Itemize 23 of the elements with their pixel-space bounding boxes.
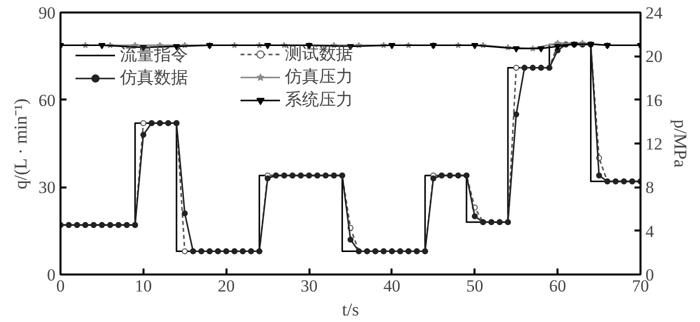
x-tick-label: 10 bbox=[134, 276, 152, 296]
y-tick-label: 60 bbox=[38, 90, 56, 110]
y-axis-title: q/(L · min⁻¹) bbox=[10, 98, 30, 190]
legend-label: 仿真数据 bbox=[120, 67, 188, 89]
y2-tick-label: 24 bbox=[646, 4, 663, 22]
x-tick-label: 50 bbox=[466, 276, 484, 296]
y2-axis-title: p/MPa bbox=[670, 119, 690, 168]
legend-label: 流量指令 bbox=[120, 44, 188, 66]
y2-tick-label: 20 bbox=[646, 47, 662, 66]
x-axis-title: t/s bbox=[342, 300, 360, 320]
x-tick-label: 20 bbox=[218, 276, 235, 296]
x-tick-label: 30 bbox=[300, 276, 318, 296]
y2-tick-label: 12 bbox=[646, 134, 662, 154]
legend-label: 测试数据 bbox=[285, 43, 353, 65]
x-tick-label: 60 bbox=[549, 276, 566, 296]
legend-label: 系统压力 bbox=[285, 89, 353, 111]
y-tick-label: 30 bbox=[38, 178, 56, 198]
y2-tick-label: 16 bbox=[646, 90, 662, 110]
x-tick-label: 40 bbox=[383, 276, 400, 296]
y2-tick-label: 8 bbox=[646, 178, 654, 198]
legend-label: 仿真压力 bbox=[285, 66, 353, 88]
y2-tick-label: 4 bbox=[646, 222, 654, 241]
y-tick-label: 90 bbox=[38, 4, 56, 22]
